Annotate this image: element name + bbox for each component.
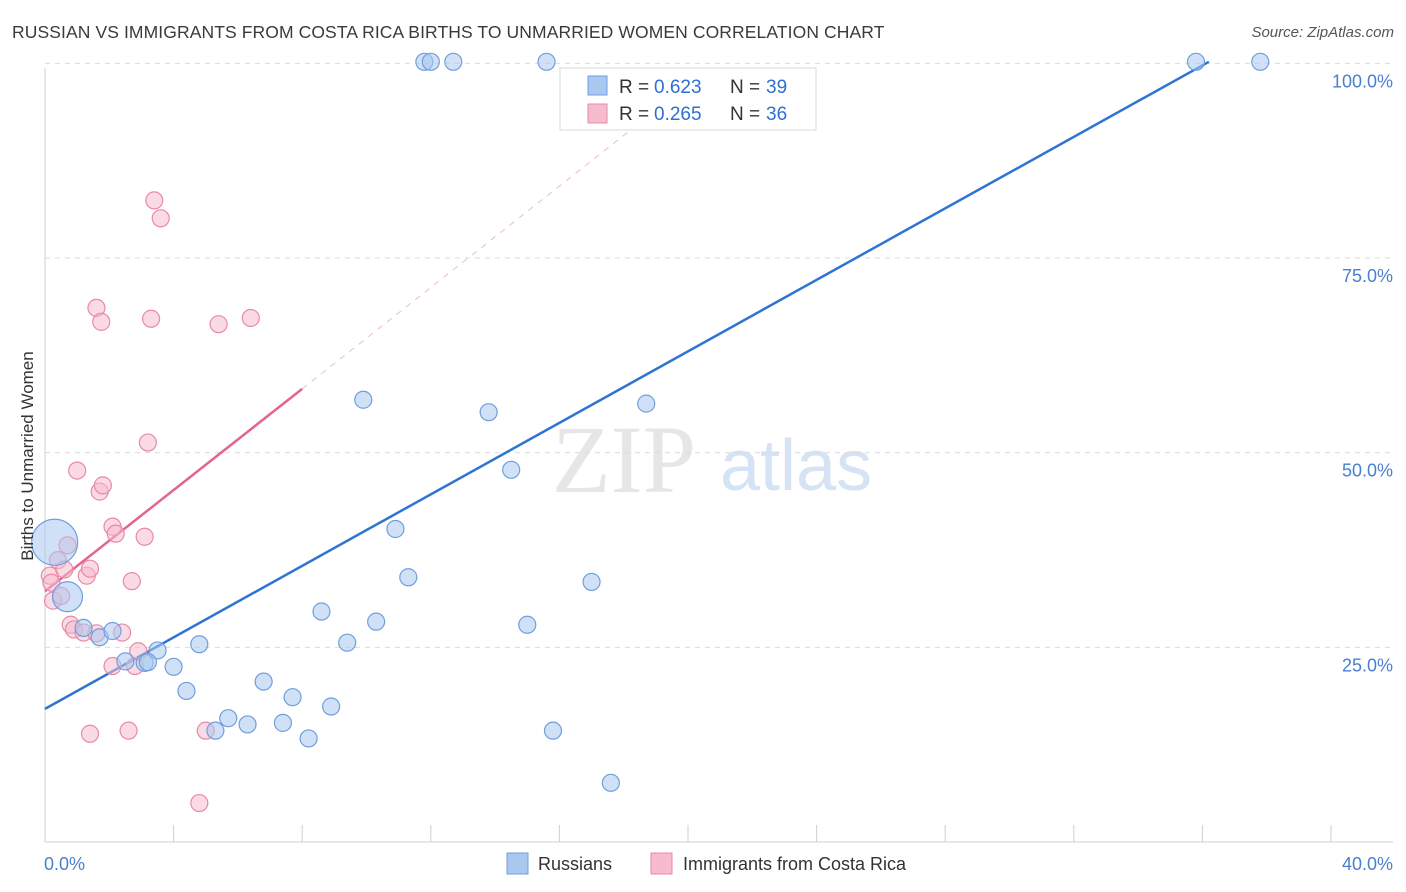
point-costa-rica-12 xyxy=(80,559,100,578)
point-russians-30 xyxy=(518,615,537,634)
trend-line-russians xyxy=(44,60,1210,710)
point-russians-0 xyxy=(31,518,79,566)
bottom-legend-swatch-russians xyxy=(506,852,529,875)
point-russians-4 xyxy=(103,621,122,641)
point-russians-10 xyxy=(190,635,209,654)
point-costa-rica-13 xyxy=(80,724,100,743)
point-russians-19 xyxy=(322,697,341,716)
trend-extension-costa-rica xyxy=(301,109,657,390)
watermark-zip: ZIP xyxy=(552,406,696,513)
legend-n-value-russians: 39 xyxy=(766,77,787,98)
series-legend: Russians Immigrants from Costa Rica xyxy=(506,852,907,875)
point-russians-31 xyxy=(537,52,556,71)
trend-line-costa-rica xyxy=(44,387,303,593)
grid-lines xyxy=(45,62,1393,648)
y-tick-label-75: 75.0% xyxy=(1342,266,1393,286)
point-costa-rica-23 xyxy=(119,721,138,740)
y-tick-label-50: 50.0% xyxy=(1342,461,1393,481)
axes xyxy=(44,68,1393,843)
point-russians-28 xyxy=(479,403,498,422)
legend-swatch-russians xyxy=(587,75,608,96)
point-costa-rica-34 xyxy=(209,315,228,334)
point-costa-rica-31 xyxy=(151,209,170,228)
point-russians-29 xyxy=(502,460,521,479)
y-tick-label-100: 100.0% xyxy=(1332,71,1393,91)
point-costa-rica-24 xyxy=(122,572,141,591)
watermark-atlas: atlas xyxy=(720,426,872,506)
point-russians-13 xyxy=(238,715,257,734)
point-russians-8 xyxy=(164,657,183,676)
point-russians-14 xyxy=(254,672,273,691)
legend-r-value-russians: 0.623 xyxy=(654,77,702,98)
point-costa-rica-9 xyxy=(68,461,87,480)
bottom-legend-label-russians: Russians xyxy=(538,854,612,874)
legend-r-label-costa-rica: R = xyxy=(619,104,654,125)
point-russians-17 xyxy=(299,729,318,748)
legend-n-label-costa-rica: N = xyxy=(730,104,765,125)
legend-r-label-russians: R = xyxy=(619,77,654,98)
legend-swatch-costa-rica xyxy=(587,103,608,124)
point-costa-rica-18 xyxy=(93,476,112,495)
point-costa-rica-32 xyxy=(190,793,209,813)
point-russians-32 xyxy=(543,721,563,740)
point-russians-11 xyxy=(206,721,225,740)
point-russians-18 xyxy=(312,602,331,621)
chart-source: Source: ZipAtlas.com xyxy=(1251,24,1394,41)
point-russians-24 xyxy=(399,568,418,587)
point-russians-37 xyxy=(1251,52,1270,71)
point-russians-33 xyxy=(582,572,601,592)
point-russians-21 xyxy=(354,390,373,409)
point-russians-5 xyxy=(116,652,135,671)
point-costa-rica-21 xyxy=(106,524,125,543)
point-russians-9 xyxy=(177,681,196,701)
bottom-legend-swatch-costa-rica xyxy=(650,852,673,875)
x-tick-label-min: 0.0% xyxy=(44,854,85,874)
y-axis-label: Births to Unmarried Women xyxy=(18,351,37,560)
x-tick-label-max: 40.0% xyxy=(1342,854,1393,874)
trend-lines xyxy=(44,60,1210,710)
point-russians-23 xyxy=(386,519,405,539)
point-russians-12 xyxy=(219,709,238,728)
point-russians-26 xyxy=(421,52,440,71)
stats-legend: R = 0.623 N = 39 R = 0.265 N = 36 xyxy=(559,67,817,131)
point-russians-34 xyxy=(601,773,620,792)
point-costa-rica-27 xyxy=(135,527,154,546)
point-costa-rica-35 xyxy=(241,308,260,328)
y-tick-label-25: 25.0% xyxy=(1342,655,1393,675)
point-russians-2 xyxy=(74,618,93,637)
point-russians-20 xyxy=(338,633,357,652)
legend-r-value-costa-rica: 0.265 xyxy=(654,104,702,125)
point-costa-rica-30 xyxy=(145,191,164,210)
point-costa-rica-17 xyxy=(92,312,111,331)
point-russians-1 xyxy=(51,581,84,613)
point-costa-rica-28 xyxy=(138,433,157,452)
chart-title: RUSSIAN VS IMMIGRANTS FROM COSTA RICA BI… xyxy=(12,22,885,42)
point-russians-22 xyxy=(367,612,386,631)
point-russians-7 xyxy=(148,641,167,660)
data-points xyxy=(31,52,1270,813)
bottom-legend-label-costa-rica: Immigrants from Costa Rica xyxy=(683,854,907,874)
legend-n-label-russians: N = xyxy=(730,77,765,98)
legend-n-value-costa-rica: 36 xyxy=(766,104,787,125)
point-russians-16 xyxy=(283,688,302,707)
point-russians-15 xyxy=(273,713,293,732)
point-russians-35 xyxy=(637,394,656,413)
point-russians-27 xyxy=(444,52,463,71)
point-russians-38 xyxy=(138,653,157,672)
point-russians-36 xyxy=(1186,52,1206,71)
point-costa-rica-29 xyxy=(141,309,161,328)
